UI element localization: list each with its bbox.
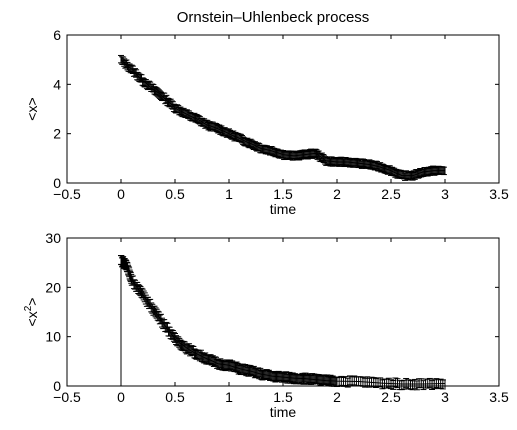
x-axis-label: time — [270, 201, 297, 217]
y-axis-label: <x2> — [23, 298, 40, 327]
axes-frame — [66, 237, 500, 387]
x-tick-label: 2.5 — [381, 186, 401, 202]
top-subplot: Ornstein–Uhlenbeck process −0.5 0 0.5 1 1.5 2… — [24, 9, 509, 217]
y-axis-label-close: > — [24, 97, 40, 105]
y-tick-label: 2 — [53, 126, 61, 142]
y-tick-label: 4 — [53, 76, 61, 92]
x-tick-label: 1 — [225, 389, 233, 405]
error-bars — [118, 255, 446, 391]
x-axis-label: time — [270, 404, 297, 420]
x-tick-label: 3.5 — [489, 186, 509, 202]
y-tick-label: 0 — [53, 378, 61, 394]
figure-title: Ornstein–Uhlenbeck process — [177, 9, 370, 26]
y-tick-label: 6 — [53, 27, 61, 43]
x-tick-label: −0.5 — [53, 186, 81, 202]
x-tick-label: 2 — [333, 186, 341, 202]
y-axis-label-superscript: 2 — [23, 305, 34, 311]
x-tick-label: 0 — [117, 186, 125, 202]
x-tick-label: 2.5 — [381, 389, 401, 405]
x-tick-label: 3 — [441, 186, 449, 202]
x-tick-label: −0.5 — [53, 389, 81, 405]
y-axis-label-close: > — [24, 298, 40, 306]
y-axis-label-base: <x — [24, 106, 40, 121]
x-tick-label: 2 — [333, 389, 341, 405]
x-tick-label: 1 — [225, 186, 233, 202]
y-tick-label: 10 — [45, 329, 61, 345]
x-tick-label: 1.5 — [273, 186, 293, 202]
y-axis-label-base: <x — [24, 311, 40, 326]
x-tick-label: 0.5 — [165, 389, 185, 405]
x-tick-label: 0 — [117, 389, 125, 405]
x-tick-label: 3 — [441, 389, 449, 405]
x-tick-label: 1.5 — [273, 389, 293, 405]
y-axis-label: <x> — [24, 97, 40, 120]
error-bars — [118, 54, 447, 181]
y-tick-label: 0 — [53, 175, 61, 191]
axes-frame — [66, 34, 500, 184]
x-tick-label: 3.5 — [489, 389, 509, 405]
x-tick-label: 0.5 — [165, 186, 185, 202]
y-tick-label: 20 — [45, 279, 61, 295]
y-tick-label: 30 — [45, 230, 61, 246]
